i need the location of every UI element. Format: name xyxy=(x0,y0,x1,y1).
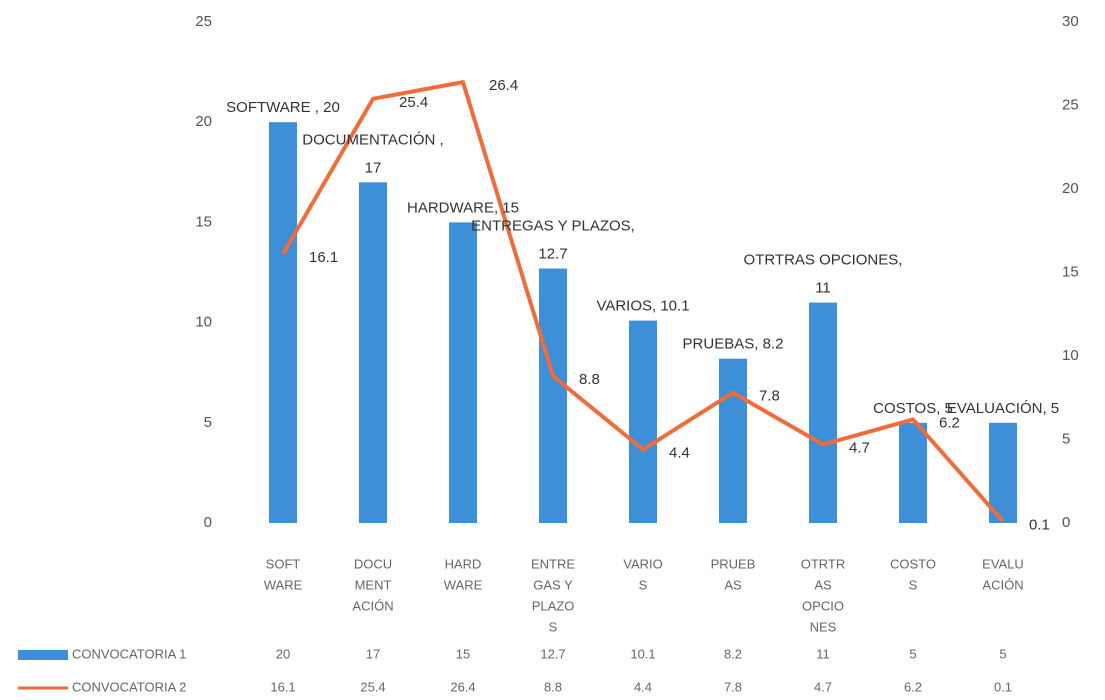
data-label: 16.1 xyxy=(309,249,338,266)
x-tick-label: GAS Y xyxy=(533,577,573,592)
bar xyxy=(629,320,657,523)
bar xyxy=(539,268,567,523)
legend-swatch xyxy=(18,650,68,660)
x-tick-label: EVALU xyxy=(982,556,1024,571)
table-cell: 6.2 xyxy=(904,679,922,694)
y-tick-label: 20 xyxy=(195,113,212,130)
table-cell: 8.2 xyxy=(724,646,742,661)
table-cell: 4.4 xyxy=(634,679,652,694)
x-tick-label: PLAZO xyxy=(532,598,575,613)
data-label: 6.2 xyxy=(939,414,960,431)
data-label: COSTOS, 5 xyxy=(873,400,953,417)
table-cell: 25.4 xyxy=(360,679,385,694)
data-label: 4.4 xyxy=(669,444,690,461)
x-tick-label: OTRTR xyxy=(801,556,846,571)
x-tick-label: S xyxy=(639,577,648,592)
x-tick-label: VARIO xyxy=(623,556,663,571)
table-cell: 11 xyxy=(816,646,830,661)
bar xyxy=(809,302,837,523)
table-cell: 5 xyxy=(999,646,1006,661)
table-cell: 26.4 xyxy=(450,679,475,694)
table-cell: 0.1 xyxy=(994,679,1012,694)
x-tick-label: S xyxy=(909,577,918,592)
x-tick-label: AS xyxy=(724,577,742,592)
line xyxy=(281,80,1005,523)
bar xyxy=(449,222,477,523)
data-label: 7.8 xyxy=(759,388,780,405)
data-label: PRUEBAS, 8.2 xyxy=(683,336,784,353)
x-tick-label: HARD xyxy=(445,556,482,571)
data-label: 26.4 xyxy=(489,77,518,94)
table-cell: 10.1 xyxy=(630,646,655,661)
x-tick-label: ENTRE xyxy=(531,556,575,571)
table-cell: 12.7 xyxy=(540,646,565,661)
table-cell: 16.1 xyxy=(270,679,295,694)
y-tick-label: 10 xyxy=(195,314,212,331)
table-cell: 4.7 xyxy=(814,679,832,694)
x-tick-label: SOFT xyxy=(266,556,301,571)
x-tick-label: PRUEB xyxy=(711,556,756,571)
data-label: VARIOS, 10.1 xyxy=(596,298,689,315)
legend-label: CONVOCATORIA 2 xyxy=(72,679,186,694)
data-label: SOFTWARE , 20 xyxy=(226,99,340,116)
y2-tick-label: 5 xyxy=(1062,430,1070,447)
data-label: 12.7 xyxy=(538,245,567,262)
x-tick-label: WARE xyxy=(444,577,483,592)
x-tick-label: S xyxy=(549,619,558,634)
y-tick-label: 25 xyxy=(195,13,212,30)
table-cell: 17 xyxy=(366,646,380,661)
y2-tick-label: 10 xyxy=(1062,347,1079,364)
bar xyxy=(989,422,1017,523)
bar xyxy=(899,422,927,523)
y2-tick-label: 0 xyxy=(1062,514,1070,531)
x-tick-label: NES xyxy=(810,619,837,634)
x-tick-label: MENT xyxy=(355,577,392,592)
legend-label: CONVOCATORIA 1 xyxy=(72,646,186,661)
y-tick-label: 0 xyxy=(204,514,212,531)
data-label: HARDWARE, 15 xyxy=(407,199,519,216)
x-tick-label: AS xyxy=(814,577,832,592)
y2-tick-label: 20 xyxy=(1062,180,1079,197)
x-tick-label: COSTO xyxy=(890,556,936,571)
data-label: EVALUACIÓN, 5 xyxy=(947,400,1059,417)
x-tick-label: DOCU xyxy=(354,556,392,571)
x-tick-label: OPCIO xyxy=(802,598,844,613)
x-tick-label: WARE xyxy=(264,577,303,592)
bar xyxy=(719,358,747,523)
data-label: 0.1 xyxy=(1029,516,1050,533)
y2-tick-label: 25 xyxy=(1062,96,1079,113)
table-cell: 20 xyxy=(276,646,290,661)
bar xyxy=(359,182,387,523)
y2-tick-label: 15 xyxy=(1062,263,1079,280)
table-cell: 15 xyxy=(456,646,470,661)
data-label: 8.8 xyxy=(579,371,600,388)
y2-tick-label: 30 xyxy=(1062,13,1079,30)
table-cell: 5 xyxy=(909,646,916,661)
data-label: 25.4 xyxy=(399,94,428,111)
data-label: DOCUMENTACIÓN , xyxy=(302,131,443,148)
x-tick-label: ACIÓN xyxy=(352,598,393,613)
y-tick-label: 15 xyxy=(195,213,212,230)
bar xyxy=(269,122,297,523)
table-cell: 7.8 xyxy=(724,679,742,694)
table-cell: 8.8 xyxy=(544,679,562,694)
data-label: 17 xyxy=(365,159,382,176)
data-label: OTRTRAS OPCIONES, xyxy=(744,252,903,269)
data-label: ENTREGAS Y PLAZOS, xyxy=(471,217,635,234)
data-label: 11 xyxy=(815,280,831,297)
y-tick-label: 5 xyxy=(204,414,212,431)
data-label: 4.7 xyxy=(849,439,870,456)
x-tick-label: ACIÓN xyxy=(982,577,1023,592)
